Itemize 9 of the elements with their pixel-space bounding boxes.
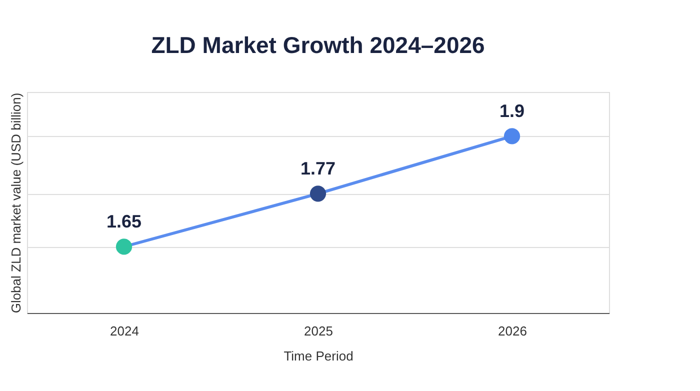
data-label: 1.9: [499, 101, 525, 122]
y-axis-title: Global ZLD market value (USD billion): [8, 92, 24, 314]
x-tick-label: 2024: [110, 324, 139, 338]
data-label: 1.65: [106, 212, 142, 232]
x-axis-title: Time Period: [284, 348, 354, 364]
data-label: 1.77: [300, 158, 336, 179]
chart-title: ZLD Market Growth 2024–2026: [151, 32, 485, 58]
x-tick-label: 2026: [498, 324, 527, 338]
x-tick-label: 2025: [304, 324, 333, 338]
